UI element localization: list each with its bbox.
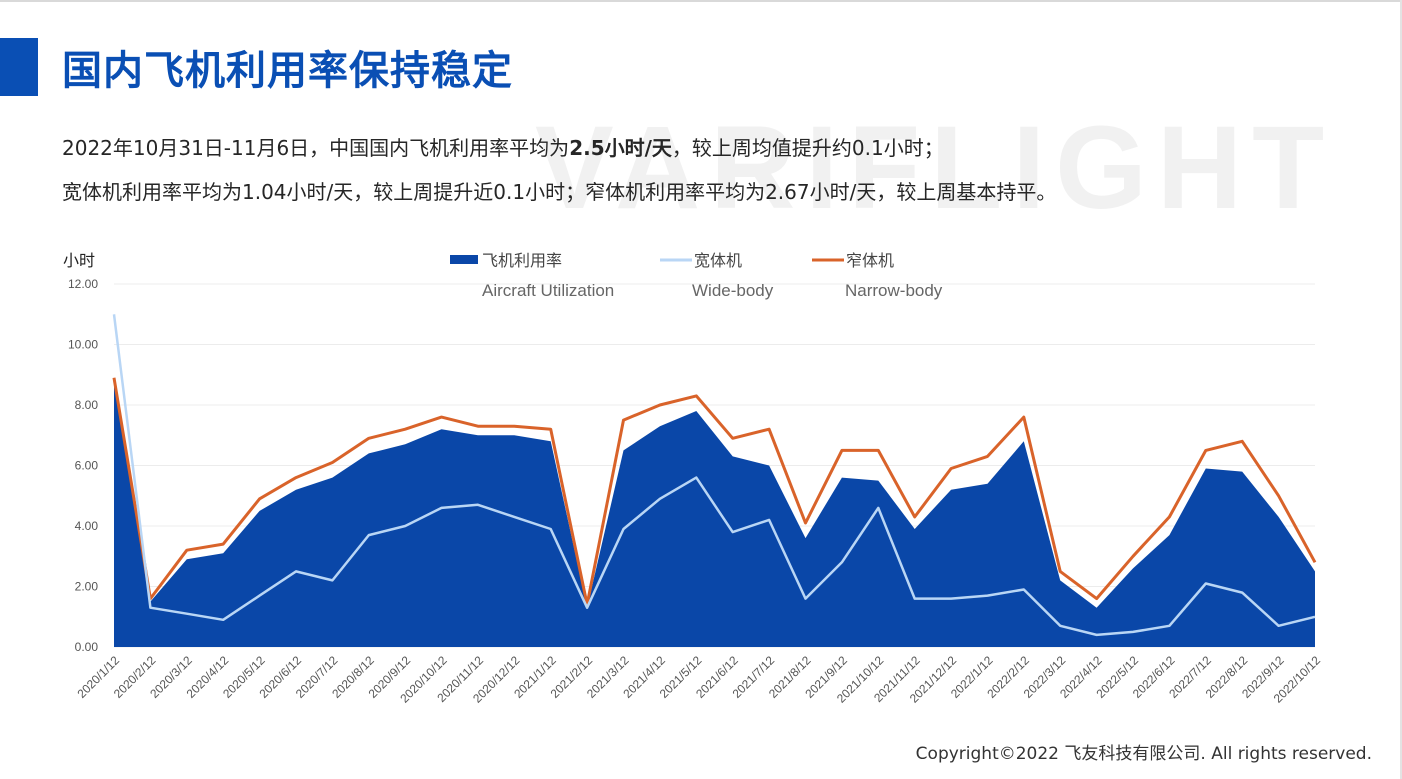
legend-swatch-utilization — [450, 255, 478, 264]
watermark-logo: VARIFLIGHT — [535, 102, 1335, 234]
legend-label: 窄体机 — [846, 252, 894, 270]
y-tick-label: 6.00 — [75, 459, 99, 473]
legend-label-en: Wide-body — [692, 281, 774, 300]
legend-label: 宽体机 — [694, 252, 742, 270]
y-axis-title: 小时 — [63, 252, 95, 270]
copyright-text: Copyright©2022 飞友科技有限公司. All rights rese… — [915, 744, 1372, 764]
summary-line-1-text-a: 2022年10月31日-11月6日，中国国内飞机利用率平均为 — [62, 136, 570, 160]
legend-label: 飞机利用率 — [482, 252, 562, 270]
chart-svg: 小时12.0010.008.006.004.002.000.002020/1/1… — [63, 252, 1323, 706]
y-tick-label: 12.00 — [68, 277, 98, 291]
y-tick-label: 8.00 — [75, 398, 99, 412]
legend-label-en: Narrow-body — [845, 281, 943, 300]
legend-label-en: Aircraft Utilization — [482, 281, 614, 300]
y-tick-label: 4.00 — [75, 519, 99, 533]
title-accent-bar — [0, 38, 38, 96]
right-border — [1400, 0, 1402, 779]
utilization-area — [114, 380, 1315, 647]
top-border — [0, 0, 1402, 2]
widebody-line — [112, 314, 1316, 637]
y-tick-label: 2.00 — [75, 580, 99, 594]
y-tick-label: 0.00 — [75, 640, 99, 654]
page-title: 国内飞机利用率保持稳定 — [62, 48, 513, 94]
y-tick-label: 10.00 — [68, 338, 98, 352]
summary-line-1-text-b: ，较上周均值提升约0.1小时； — [671, 136, 944, 160]
summary-line-1-highlight: 2.5小时/天 — [569, 136, 672, 160]
summary-line-2: 宽体机利用率平均为1.04小时/天，较上周提升近0.1小时；窄体机利用率平均为2… — [62, 180, 1057, 204]
utilization-chart: 小时 12.00 10.00 8.00 6.00 4.00 2.00 0.00 2020/1/1… — [0, 240, 1402, 720]
narrowbody-line — [112, 377, 1317, 607]
summary-line-1: 2022年10月31日-11月6日，中国国内飞机利用率平均为2.5小时/天，较上… — [62, 132, 944, 161]
